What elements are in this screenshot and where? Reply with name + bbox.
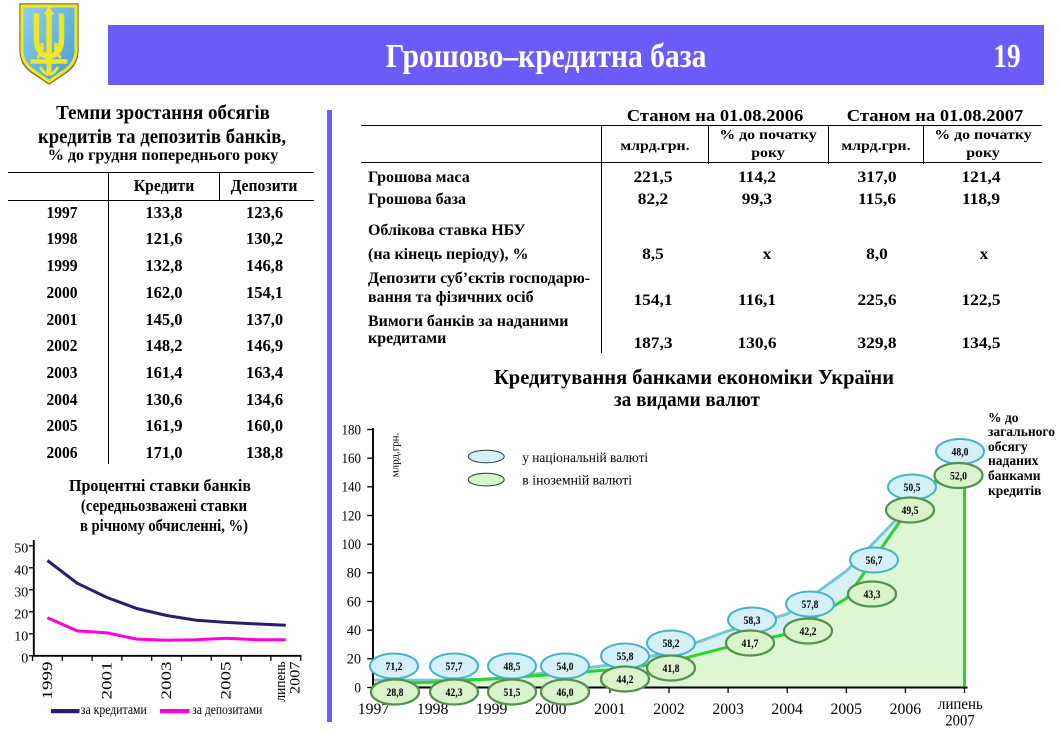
- svg-text:2004: 2004: [771, 701, 803, 718]
- svg-text:0: 0: [21, 652, 28, 667]
- svg-text:2006: 2006: [890, 701, 922, 718]
- svg-text:43,3: 43,3: [864, 587, 881, 601]
- svg-text:180: 180: [342, 422, 362, 438]
- svg-text:56,7: 56,7: [866, 553, 883, 567]
- svg-text:57,7: 57,7: [446, 659, 463, 673]
- svg-text:48,5: 48,5: [504, 659, 521, 673]
- svg-text:41,7: 41,7: [742, 636, 759, 650]
- svg-text:100: 100: [342, 537, 362, 553]
- svg-text:54,0: 54,0: [557, 659, 574, 673]
- svg-text:58,3: 58,3: [744, 613, 761, 627]
- svg-text:2007: 2007: [945, 713, 975, 730]
- svg-text:42,2: 42,2: [800, 624, 817, 638]
- svg-text:млрд.грн.: млрд.грн.: [389, 432, 401, 477]
- svg-text:60: 60: [347, 594, 361, 610]
- svg-text:30: 30: [14, 586, 28, 601]
- svg-text:2005: 2005: [831, 701, 863, 718]
- svg-text:2003: 2003: [712, 701, 744, 718]
- svg-text:2007: 2007: [288, 662, 304, 695]
- svg-text:1998: 1998: [417, 701, 449, 718]
- svg-text:51,5: 51,5: [504, 685, 521, 699]
- svg-text:71,2: 71,2: [386, 659, 403, 673]
- svg-text:40: 40: [347, 623, 361, 639]
- svg-text:57,8: 57,8: [802, 597, 819, 611]
- svg-text:58,2: 58,2: [663, 636, 680, 650]
- svg-text:120: 120: [342, 508, 362, 524]
- svg-text:40: 40: [14, 564, 28, 579]
- svg-text:за кредитами: за кредитами: [81, 702, 147, 717]
- svg-text:55,8: 55,8: [617, 649, 634, 663]
- svg-text:у національній валюті: у національній валюті: [522, 451, 648, 466]
- svg-text:10: 10: [14, 630, 28, 645]
- svg-text:2001: 2001: [100, 662, 116, 700]
- svg-text:48,0: 48,0: [952, 445, 969, 459]
- svg-text:липень: липень: [938, 696, 983, 713]
- svg-text:52,0: 52,0: [950, 469, 967, 483]
- svg-text:1997: 1997: [358, 701, 390, 718]
- svg-text:140: 140: [342, 480, 362, 496]
- svg-text:44,2: 44,2: [617, 672, 634, 686]
- svg-text:28,8: 28,8: [387, 685, 404, 699]
- svg-text:50,5: 50,5: [904, 480, 921, 494]
- svg-text:46,0: 46,0: [557, 685, 574, 699]
- svg-text:2003: 2003: [159, 662, 175, 700]
- svg-text:41,8: 41,8: [663, 661, 680, 675]
- svg-text:20: 20: [14, 608, 28, 623]
- svg-text:2002: 2002: [653, 701, 685, 718]
- svg-text:50: 50: [14, 542, 28, 557]
- svg-text:2001: 2001: [594, 701, 626, 718]
- svg-text:1999: 1999: [40, 662, 56, 700]
- svg-text:1999: 1999: [476, 701, 508, 718]
- svg-text:за депозитами: за депозитами: [192, 702, 262, 717]
- svg-text:80: 80: [347, 566, 361, 582]
- svg-text:20: 20: [347, 652, 361, 668]
- svg-text:липень: липень: [273, 661, 289, 701]
- svg-text:160: 160: [342, 451, 362, 467]
- svg-text:2005: 2005: [219, 662, 235, 700]
- svg-text:в іноземній валюті: в іноземній валюті: [522, 474, 632, 489]
- svg-text:49,5: 49,5: [902, 503, 919, 517]
- svg-text:0: 0: [354, 680, 361, 696]
- svg-text:42,3: 42,3: [446, 685, 463, 699]
